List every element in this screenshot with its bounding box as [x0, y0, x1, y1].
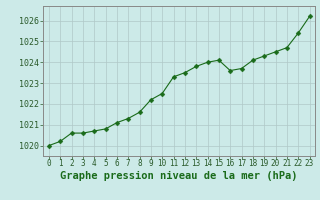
X-axis label: Graphe pression niveau de la mer (hPa): Graphe pression niveau de la mer (hPa) — [60, 171, 298, 181]
